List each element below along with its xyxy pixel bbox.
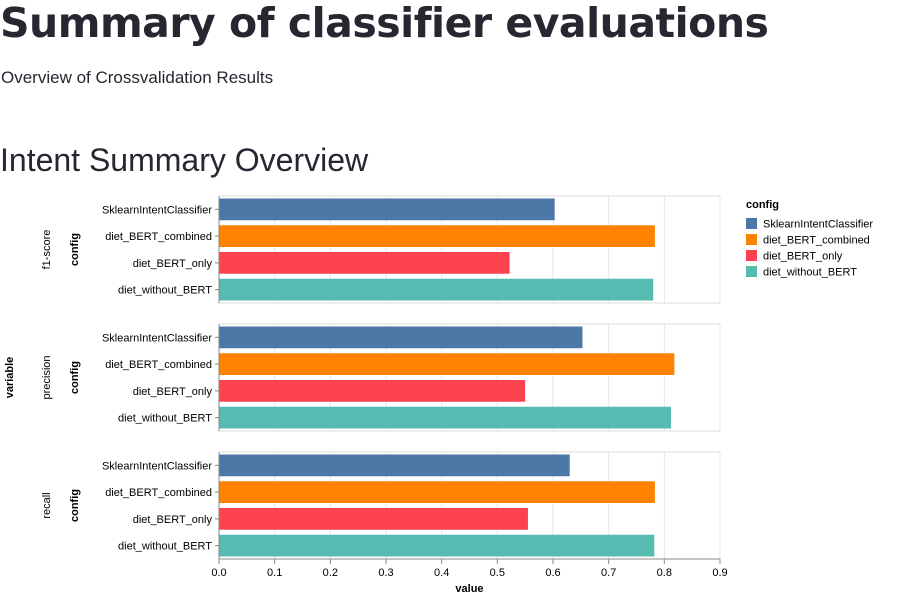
y-tick-label: diet_BERT_only bbox=[133, 386, 213, 398]
y-tick-label: diet_BERT_combined bbox=[105, 359, 212, 371]
legend-label-diet_BERT_combined: diet_BERT_combined bbox=[763, 235, 870, 247]
bar-f1-score-diet_BERT_only bbox=[219, 252, 510, 274]
legend-label-diet_BERT_only: diet_BERT_only bbox=[763, 251, 843, 263]
facet-label-f1-score: f1-score bbox=[41, 230, 53, 270]
section-title: Intent Summary Overview bbox=[0, 142, 369, 178]
facet-title: variable bbox=[4, 357, 16, 399]
x-tick-label: 0.9 bbox=[712, 567, 727, 579]
y-axis-title: config bbox=[69, 361, 81, 394]
page-subtitle: Overview of Crossvalidation Results bbox=[1, 68, 274, 87]
bar-f1-score-SklearnIntentClassifier bbox=[219, 198, 555, 221]
bar-precision-diet_BERT_only bbox=[219, 380, 526, 402]
bar-recall-diet_BERT_combined bbox=[219, 481, 655, 503]
legend-swatch-diet_without_BERT bbox=[746, 266, 757, 277]
bar-f1-score-diet_BERT_combined bbox=[219, 225, 655, 247]
facet-label-recall: recall bbox=[41, 492, 53, 518]
legend-title: config bbox=[746, 199, 779, 211]
facet-label-precision: precision bbox=[41, 355, 53, 399]
y-tick-label: diet_BERT_only bbox=[133, 514, 213, 526]
bar-f1-score-diet_without_BERT bbox=[219, 278, 654, 301]
intent-summary-chart: SklearnIntentClassifier diet_BERT_combine… bbox=[4, 195, 873, 595]
y-tick-label: diet_without_BERT bbox=[118, 413, 212, 425]
bar-precision-SklearnIntentClassifier bbox=[219, 326, 583, 349]
x-axis-title: value bbox=[455, 583, 483, 595]
bar-recall-SklearnIntentClassifier bbox=[219, 454, 570, 477]
x-tick-label: 0.1 bbox=[267, 567, 282, 579]
bar-precision-diet_BERT_combined bbox=[219, 353, 675, 375]
x-tick-label: 0.6 bbox=[545, 567, 560, 579]
y-tick-label: diet_without_BERT bbox=[118, 285, 212, 297]
y-tick-label: diet_BERT_combined bbox=[105, 231, 212, 243]
y-tick-label: SklearnIntentClassifier bbox=[102, 332, 212, 344]
x-tick-label: 0.3 bbox=[378, 567, 393, 579]
y-tick-label: diet_BERT_combined bbox=[105, 487, 212, 499]
y-tick-label: SklearnIntentClassifier bbox=[102, 460, 212, 472]
x-tick-label: 0.5 bbox=[490, 567, 505, 579]
x-tick-label: 0.4 bbox=[434, 567, 449, 579]
page-title: Summary of classifier evaluations bbox=[0, 0, 769, 47]
bar-recall-diet_BERT_only bbox=[219, 508, 528, 530]
x-tick-label: 0.8 bbox=[657, 567, 672, 579]
legend-swatch-diet_BERT_combined bbox=[746, 234, 757, 245]
x-tick-label: 0.0 bbox=[211, 567, 226, 579]
y-tick-label: diet_without_BERT bbox=[118, 541, 212, 553]
y-axis-title: config bbox=[69, 489, 81, 522]
legend-label-SklearnIntentClassifier: SklearnIntentClassifier bbox=[763, 219, 873, 231]
y-tick-label: diet_BERT_only bbox=[133, 258, 213, 270]
bar-recall-diet_without_BERT bbox=[219, 534, 655, 557]
y-tick-label: SklearnIntentClassifier bbox=[102, 204, 212, 216]
y-axis-title: config bbox=[69, 233, 81, 266]
legend-label-diet_without_BERT: diet_without_BERT bbox=[763, 267, 857, 279]
legend-swatch-SklearnIntentClassifier bbox=[746, 218, 757, 229]
x-tick-label: 0.7 bbox=[601, 567, 616, 579]
legend-swatch-diet_BERT_only bbox=[746, 250, 757, 261]
bar-precision-diet_without_BERT bbox=[219, 406, 672, 429]
x-tick-label: 0.2 bbox=[323, 567, 338, 579]
